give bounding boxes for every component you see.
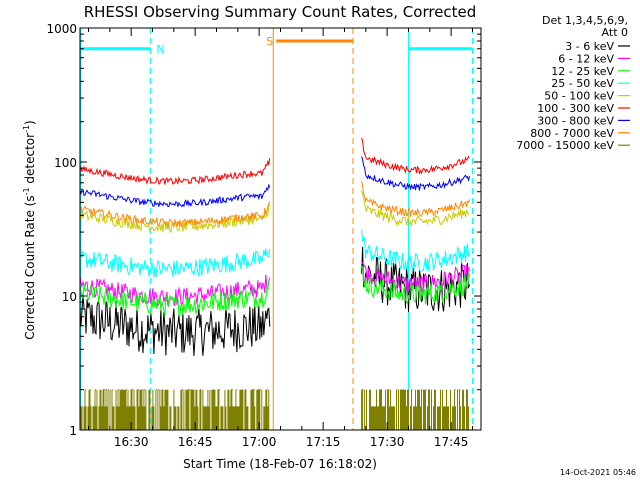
legend-item: 50 - 100 keV [544,90,630,103]
legend-item: 7000 - 15000 keV [516,139,630,152]
x-tick-label: 16:30 [114,435,149,449]
legend-item-label: 800 - 7000 keV [530,127,614,140]
x-tick-label: 17:45 [434,435,469,449]
x-axis-label: Start Time (18-Feb-07 16:18:02) [183,457,377,471]
series-segment [79,183,271,208]
series-segment [361,261,470,293]
y-tick-label: 100 [54,156,77,170]
series-segment [79,277,271,317]
series-segment [361,265,470,305]
series-trace [79,389,469,430]
x-axis-ticks: 16:30 16:45 17:00 17:15 17:30 17:45 [88,28,473,449]
x-tick-label: 16:45 [178,435,213,449]
series-segment [361,389,469,430]
y-axis-ticks: 1 10 100 1000 [46,22,481,438]
legend-item-label: 12 - 25 keV [551,65,614,78]
x-tick-label: 17:15 [306,435,341,449]
legend-item-label: 50 - 100 keV [544,90,614,103]
legend-item: 25 - 50 keV [551,77,630,90]
series-segment [79,201,271,229]
legend-item: 12 - 25 keV [551,65,630,78]
y-tick-label: 1 [69,424,77,438]
legend-item-label: 25 - 50 keV [551,77,614,90]
legend-item-label: 100 - 300 keV [537,102,614,115]
legend-item: 6 - 12 keV [558,52,630,65]
legend-header-attenuator: Att 0 [602,26,628,39]
flag-label: S [266,35,273,48]
series-segment [79,389,270,430]
y-tick-label: 10 [62,290,77,304]
legend-header-detectors: Det 1,3,4,5,6,9, [542,14,628,27]
legend-item-label: 7000 - 15000 keV [516,139,614,152]
x-tick-label: 17:00 [242,435,277,449]
series-trace [79,261,470,308]
series-trace [79,181,470,229]
series-trace [79,156,470,208]
legend-item-label: 3 - 6 keV [565,40,614,53]
legend-item: 800 - 7000 keV [530,127,630,140]
y-axis-label: Corrected Count Rate (s-1 detector-1) [22,120,37,339]
series-segment [361,137,470,175]
series-segment [79,158,271,185]
series-trace [79,265,470,317]
series-segment [361,190,470,227]
series-trace [79,137,470,185]
x-tick-label: 17:30 [370,435,405,449]
legend-item-label: 6 - 12 keV [558,52,614,65]
y-tick-label: 1000 [46,22,77,36]
legend-item: 100 - 300 keV [537,102,630,115]
series-segment [79,248,271,278]
legend-item-label: 300 - 800 keV [537,114,614,127]
flag-label: N [156,43,164,56]
series-segment [361,156,470,191]
legend-item: 3 - 6 keV [565,40,630,53]
footer-timestamp: 14-Oct-2021 05:46 [560,468,636,477]
plot-layer: NS [79,28,473,430]
legend-item: 300 - 800 keV [537,114,630,127]
series-segment [361,229,470,272]
series-trace [79,229,470,278]
chart-title: RHESSI Observing Summary Count Rates, Co… [84,3,477,21]
series-segment [79,274,271,308]
series-segment [79,293,271,357]
series-segment [361,181,470,217]
